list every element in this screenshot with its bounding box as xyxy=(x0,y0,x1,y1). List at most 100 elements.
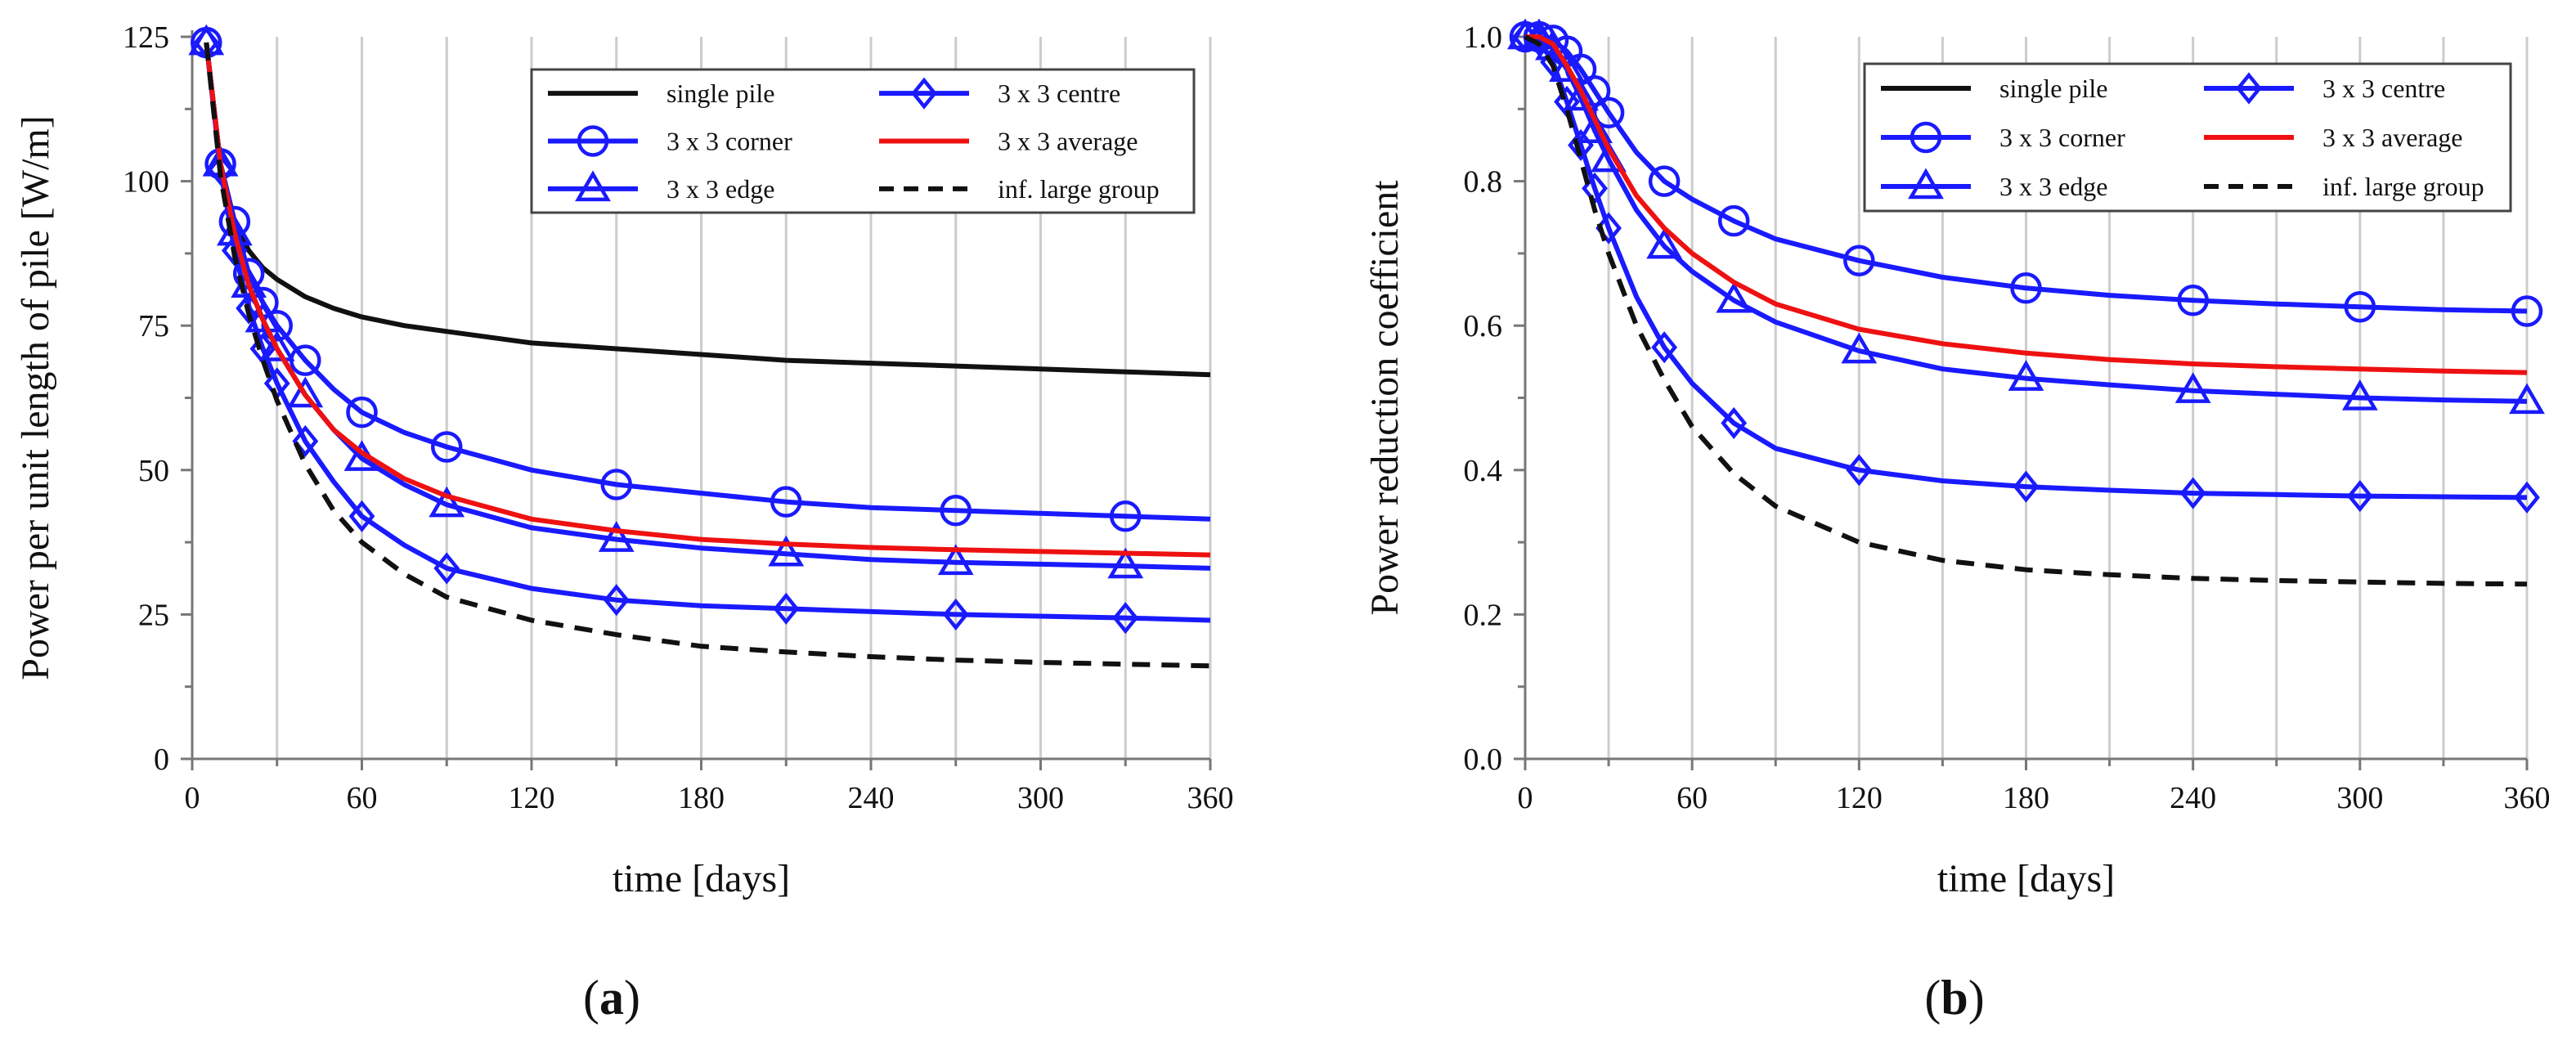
y-tick-label: 50 xyxy=(138,454,169,488)
point-3-x-3-centre xyxy=(1846,454,1873,487)
x-tick-label: 0 xyxy=(185,781,200,815)
y-tick-label: 0 xyxy=(154,743,169,777)
x-tick-label: 240 xyxy=(848,781,895,815)
x-tick-label: 180 xyxy=(678,781,725,815)
x-tick-label: 180 xyxy=(2003,781,2049,815)
point-3-x-3-edge xyxy=(287,376,324,408)
point-3-x-3-corner xyxy=(2344,290,2376,323)
legend-label-3-x-3-centre: 3 x 3 centre xyxy=(2322,74,2445,103)
x-tick-label: 300 xyxy=(1017,781,1064,815)
x-tick-label: 120 xyxy=(1836,781,1883,815)
legend-box xyxy=(530,68,1196,214)
point-3-x-3-centre xyxy=(292,424,319,458)
point-3-x-3-corner xyxy=(940,494,972,527)
legend-label-inf-large-group: inf. large group xyxy=(2322,172,2484,201)
panel-label-close: ) xyxy=(1968,971,1985,1025)
point-3-x-3-edge xyxy=(1716,281,1752,313)
legend-marker-3-x-3-corner xyxy=(577,125,609,157)
legend: single pile 3 x 3 corner 3 x 3 edge 3 x 3 c… xyxy=(1863,62,2512,213)
x-axis-label: time [days] xyxy=(613,857,790,900)
legend-box xyxy=(1863,62,2512,213)
point-3-x-3-edge xyxy=(2174,372,2211,403)
legend-label-3-x-3-edge: 3 x 3 edge xyxy=(1999,172,2107,201)
x-tick-label: 60 xyxy=(347,781,378,815)
x-axis-label: time [days] xyxy=(1937,857,2115,900)
legend-label-3-x-3-edge: 3 x 3 edge xyxy=(666,174,774,204)
legend-marker-3-x-3-corner xyxy=(1910,121,1942,154)
point-3-x-3-centre xyxy=(348,500,375,532)
point-3-x-3-centre xyxy=(773,592,800,625)
point-3-x-3-centre xyxy=(1112,602,1139,635)
point-3-x-3-edge xyxy=(1646,227,1683,259)
y-tick-label: 0.0 xyxy=(1464,743,1503,777)
panel-label: (a) xyxy=(583,971,640,1025)
series-line-inf-large-group xyxy=(204,42,1211,669)
point-3-x-3-centre xyxy=(2179,477,2206,509)
point-3-x-3-edge xyxy=(1107,547,1144,579)
panel-label-letter: a xyxy=(599,971,624,1025)
chart-panel-a: 0 25 50 75 100 125 0 60 120 180 240 300 360 time [day… xyxy=(14,20,1234,1025)
legend-marker-3-x-3-centre xyxy=(2236,72,2262,105)
point-3-x-3-centre xyxy=(1512,20,1538,53)
point-3-x-3-edge xyxy=(937,544,974,576)
point-3-x-3-corner xyxy=(600,469,632,500)
point-3-x-3-centre xyxy=(207,153,234,186)
panel-label-close: ) xyxy=(624,971,640,1025)
point-3-x-3-edge xyxy=(2341,379,2378,411)
point-3-x-3-corner xyxy=(2511,295,2543,327)
legend: single pile 3 x 3 corner 3 x 3 edge 3 x 3 c… xyxy=(530,68,1196,214)
y-tick-label: 125 xyxy=(123,20,169,55)
panel-label-open: ( xyxy=(1924,971,1941,1025)
y-tick-label: 1.0 xyxy=(1464,20,1503,55)
series-group xyxy=(1507,18,2545,587)
point-3-x-3-edge xyxy=(1841,332,1878,364)
point-3-x-3-centre xyxy=(1651,331,1678,364)
point-3-x-3-centre xyxy=(603,584,630,617)
point-3-x-3-centre xyxy=(2514,481,2540,514)
point-3-x-3-corner xyxy=(1110,500,1142,532)
series-line-3-x-3-average xyxy=(1525,34,2528,375)
point-3-x-3-edge xyxy=(598,521,635,552)
y-axis-label: Power reduction coefficient xyxy=(1363,180,1407,616)
point-3-x-3-corner xyxy=(1843,245,1875,276)
legend-label-3-x-3-corner: 3 x 3 corner xyxy=(666,127,792,156)
panel-label-letter: b xyxy=(1941,971,1968,1025)
point-3-x-3-edge xyxy=(2509,383,2545,415)
point-3-x-3-edge xyxy=(1577,112,1613,144)
panel-label: (b) xyxy=(1924,971,1984,1025)
x-tick-label: 120 xyxy=(509,781,555,815)
legend-label-3-x-3-centre: 3 x 3 centre xyxy=(998,79,1120,108)
legend-marker-3-x-3-edge xyxy=(1908,168,1944,200)
legend-label-3-x-3-corner: 3 x 3 corner xyxy=(1999,123,2125,152)
legend-label-3-x-3-average: 3 x 3 average xyxy=(998,127,1138,156)
y-tick-label: 0.8 xyxy=(1464,165,1503,200)
point-3-x-3-edge xyxy=(2008,360,2044,391)
chart-panel-b: 0.0 0.2 0.4 0.6 0.8 1.0 0 60 120 180 240 300 360 time… xyxy=(1363,18,2551,1025)
series-group xyxy=(188,24,1211,669)
legend-marker-3-x-3-edge xyxy=(575,170,611,202)
panel-label-open: ( xyxy=(583,971,599,1025)
x-tick-label: 240 xyxy=(2170,781,2216,815)
x-tick-label: 360 xyxy=(2504,781,2551,815)
point-3-x-3-centre xyxy=(2346,480,2373,513)
point-3-x-3-centre xyxy=(942,598,969,630)
series-line-3-x-3-average xyxy=(204,42,1211,558)
x-tick-label: 360 xyxy=(1187,781,1234,815)
point-3-x-3-corner xyxy=(770,486,802,518)
y-tick-label: 0.6 xyxy=(1464,309,1503,343)
x-tick-label: 60 xyxy=(1676,781,1708,815)
series-line-3-x-3-centre xyxy=(1524,34,2528,500)
legend-label-inf-large-group: inf. large group xyxy=(998,174,1160,204)
y-axis-label: Power per unit length of pile [W/m] xyxy=(14,115,57,680)
y-tick-label: 25 xyxy=(138,598,169,632)
y-tick-label: 0.2 xyxy=(1464,598,1503,632)
legend-marker-3-x-3-centre xyxy=(911,77,937,110)
y-tick-label: 0.4 xyxy=(1464,454,1503,488)
point-3-x-3-corner xyxy=(1648,165,1681,197)
x-tick-label: 0 xyxy=(1518,781,1533,815)
series-line-inf-large-group xyxy=(1524,34,2528,587)
point-3-x-3-edge xyxy=(768,535,805,567)
y-tick-label: 100 xyxy=(123,165,169,200)
